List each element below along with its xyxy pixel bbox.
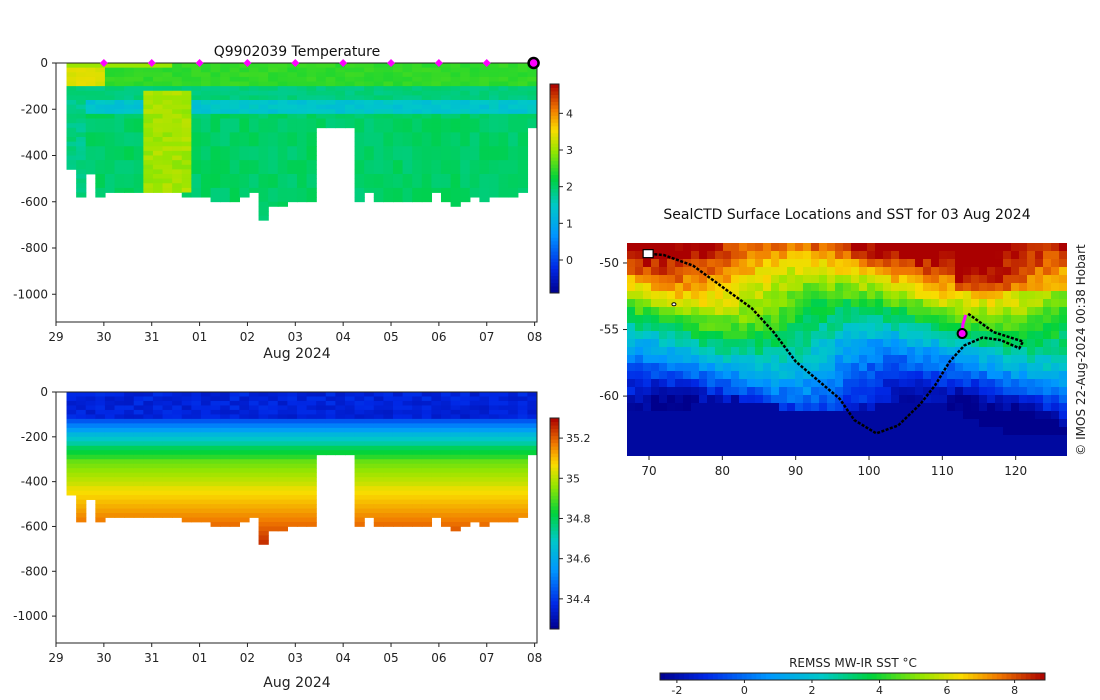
kerguelen-island <box>642 249 654 259</box>
x-tick-label: 02 <box>240 330 255 344</box>
colorbar-tick-label: 34.6 <box>566 553 591 566</box>
profile-marker <box>434 59 443 67</box>
x-tick-label: 06 <box>431 651 446 665</box>
x-tick-label: 04 <box>336 330 351 344</box>
x-tick-label: 29 <box>48 651 63 665</box>
colorbar-tick-label: 1 <box>566 217 573 230</box>
colorbar-tick-label: 0 <box>566 254 573 267</box>
colorbar: 0 1 2 3 4 <box>549 83 573 294</box>
colorbar-tick-label: 2 <box>566 181 573 194</box>
sst-field <box>627 243 1067 456</box>
map-x-tick-label: 100 <box>858 464 881 478</box>
x-tick-label: 08 <box>527 651 542 665</box>
profile-marker <box>339 59 348 67</box>
y-tick-label: -800 <box>21 564 48 578</box>
profile-marker <box>482 59 491 67</box>
sst-colorbar-tick-label: 4 <box>876 684 883 697</box>
x-tick-label: 31 <box>144 330 159 344</box>
sst-colorbar-tick-label: 8 <box>1011 684 1018 697</box>
map-x-tick-label: 80 <box>715 464 730 478</box>
x-tick-label: 06 <box>431 330 446 344</box>
heard-island <box>671 302 677 307</box>
profile-marker <box>147 59 156 67</box>
x-tick-label: 05 <box>383 651 398 665</box>
colorbar-frame <box>549 417 560 630</box>
colorbar: 34.4 34.6 34.8 35 35.2 <box>549 417 591 630</box>
current-position-marker <box>956 328 968 340</box>
colorbar-frame <box>549 83 560 294</box>
profile-marker <box>387 59 396 67</box>
latest-profile-marker <box>527 56 540 70</box>
x-tick-label: 01 <box>192 651 207 665</box>
map-x-tick-label: 70 <box>641 464 656 478</box>
map-x-tick-label: 90 <box>788 464 803 478</box>
y-tick-label: 0 <box>40 385 48 399</box>
colorbar-tick-label: 34.4 <box>566 593 591 606</box>
x-tick-label: 01 <box>192 330 207 344</box>
y-tick-label: -600 <box>21 195 48 209</box>
y-tick-label: -600 <box>21 519 48 533</box>
map-x-tick-label: 120 <box>1004 464 1027 478</box>
x-tick-label: 05 <box>383 330 398 344</box>
colorbar-tick-label: 3 <box>566 144 573 157</box>
sst-colorbar-tick-label: 6 <box>944 684 951 697</box>
seal-track <box>645 252 1025 435</box>
y-tick-label: -200 <box>21 430 48 444</box>
map-y-tick-label: -55 <box>599 323 619 337</box>
x-tick-label: 29 <box>48 330 63 344</box>
axes-frame <box>55 391 538 644</box>
x-tick-label: 07 <box>479 651 494 665</box>
y-tick-label: 0 <box>40 56 48 70</box>
sst-colorbar-tick-label: 0 <box>741 684 748 697</box>
profile-marker <box>99 59 108 67</box>
x-tick-label: 31 <box>144 651 159 665</box>
x-tick-label: 03 <box>288 651 303 665</box>
map-x-tick-label: 110 <box>931 464 954 478</box>
salinity-panel: 0 -200 -400 -600 -800 -1000 29 30 31 01 02 03 04 05 06… <box>13 385 590 665</box>
y-tick-label: -1000 <box>13 287 48 301</box>
x-tick-label: 07 <box>479 330 494 344</box>
x-tick-label: 30 <box>96 651 111 665</box>
colorbar-tick-label: 35.2 <box>566 432 591 445</box>
sst-colorbar: -2 0 2 4 6 8 <box>659 672 1046 697</box>
y-tick-label: -400 <box>21 149 48 163</box>
sst-map-panel: 70 80 90 100 110 120 -50 -55 -60 -2 0 2 4 6 8 <box>599 243 1067 697</box>
heatmap-cells <box>66 63 537 221</box>
y-tick-label: -200 <box>21 102 48 116</box>
profile-marker <box>291 59 300 67</box>
y-tick-label: -800 <box>21 241 48 255</box>
colorbar-tick-label: 34.8 <box>566 512 591 525</box>
x-tick-label: 03 <box>288 330 303 344</box>
sst-colorbar-tick-label: -2 <box>671 684 682 697</box>
y-tick-label: -400 <box>21 475 48 489</box>
x-tick-label: 08 <box>527 330 542 344</box>
y-tick-label: -1000 <box>13 609 48 623</box>
profile-marker <box>243 59 252 67</box>
sst-colorbar-tick-label: 2 <box>808 684 815 697</box>
x-tick-label: 30 <box>96 330 111 344</box>
colorbar-tick-label: 4 <box>566 107 573 120</box>
x-tick-label: 04 <box>336 651 351 665</box>
x-tick-label: 02 <box>240 651 255 665</box>
map-y-tick-label: -50 <box>599 256 619 270</box>
sst-colorbar-frame <box>659 672 1046 681</box>
map-y-tick-label: -60 <box>599 389 619 403</box>
heatmap-cells <box>66 392 537 545</box>
colorbar-tick-label: 35 <box>566 472 580 485</box>
profile-marker <box>195 59 204 67</box>
